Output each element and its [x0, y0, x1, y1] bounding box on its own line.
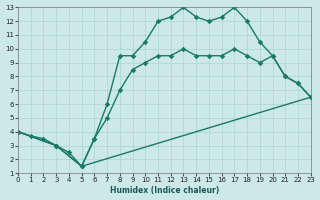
- X-axis label: Humidex (Indice chaleur): Humidex (Indice chaleur): [110, 186, 219, 195]
